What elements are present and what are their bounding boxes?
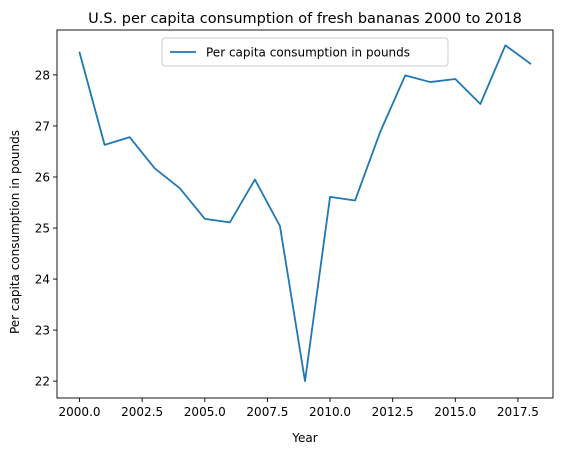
x-axis-label: Year xyxy=(291,431,317,445)
y-tick-label: 28 xyxy=(35,68,50,82)
y-tick-label: 25 xyxy=(35,222,50,236)
legend: Per capita consumption in pounds xyxy=(161,37,449,67)
y-tick-label: 24 xyxy=(35,273,50,287)
legend-entry-label: Per capita consumption in pounds xyxy=(206,46,410,60)
y-tick-label: 23 xyxy=(35,324,50,338)
series-line xyxy=(78,44,532,383)
plot-area xyxy=(56,29,554,399)
x-tick-label: 2017.5 xyxy=(497,405,539,419)
y-tick-label: 26 xyxy=(35,170,50,184)
x-axis: 2000.0 2002.5 2005.0 2007.5 2010.0 2012.5 2015… xyxy=(59,398,539,419)
y-axis-label: Per capita consumption in pounds xyxy=(8,130,22,334)
x-tick-label: 2012.5 xyxy=(372,405,414,419)
x-tick-label: 2000.0 xyxy=(59,405,101,419)
plot-frame xyxy=(56,29,554,399)
x-tick-label: 2005.0 xyxy=(184,405,226,419)
legend-box xyxy=(161,37,449,67)
y-tick-label: 27 xyxy=(35,119,50,133)
x-tick-label: 2002.5 xyxy=(121,405,163,419)
x-tick-label: 2007.5 xyxy=(246,405,288,419)
x-tick-label: 2010.0 xyxy=(309,405,351,419)
chart-title: U.S. per capita consumption of fresh ban… xyxy=(88,11,522,27)
series-layer xyxy=(78,44,532,383)
y-tick-label: 22 xyxy=(35,375,50,389)
y-axis: 22 23 24 25 26 27 28 xyxy=(35,68,57,389)
x-tick-label: 2015.0 xyxy=(434,405,476,419)
